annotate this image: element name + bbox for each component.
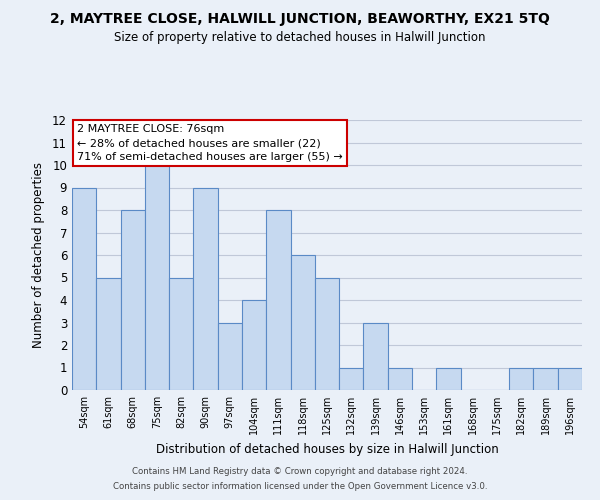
Bar bbox=[558, 368, 582, 390]
Bar bbox=[339, 368, 364, 390]
Bar bbox=[145, 165, 169, 390]
Text: 2 MAYTREE CLOSE: 76sqm
← 28% of detached houses are smaller (22)
71% of semi-det: 2 MAYTREE CLOSE: 76sqm ← 28% of detached… bbox=[77, 124, 343, 162]
Text: 2, MAYTREE CLOSE, HALWILL JUNCTION, BEAWORTHY, EX21 5TQ: 2, MAYTREE CLOSE, HALWILL JUNCTION, BEAW… bbox=[50, 12, 550, 26]
X-axis label: Distribution of detached houses by size in Halwill Junction: Distribution of detached houses by size … bbox=[155, 442, 499, 456]
Bar bbox=[388, 368, 412, 390]
Bar bbox=[121, 210, 145, 390]
Text: Contains public sector information licensed under the Open Government Licence v3: Contains public sector information licen… bbox=[113, 482, 487, 491]
Text: Contains HM Land Registry data © Crown copyright and database right 2024.: Contains HM Land Registry data © Crown c… bbox=[132, 467, 468, 476]
Y-axis label: Number of detached properties: Number of detached properties bbox=[32, 162, 45, 348]
Bar bbox=[315, 278, 339, 390]
Text: Size of property relative to detached houses in Halwill Junction: Size of property relative to detached ho… bbox=[114, 31, 486, 44]
Bar bbox=[218, 322, 242, 390]
Bar bbox=[509, 368, 533, 390]
Bar bbox=[533, 368, 558, 390]
Bar bbox=[364, 322, 388, 390]
Bar bbox=[266, 210, 290, 390]
Bar bbox=[72, 188, 96, 390]
Bar bbox=[242, 300, 266, 390]
Bar bbox=[290, 255, 315, 390]
Bar bbox=[193, 188, 218, 390]
Bar bbox=[169, 278, 193, 390]
Bar bbox=[96, 278, 121, 390]
Bar bbox=[436, 368, 461, 390]
